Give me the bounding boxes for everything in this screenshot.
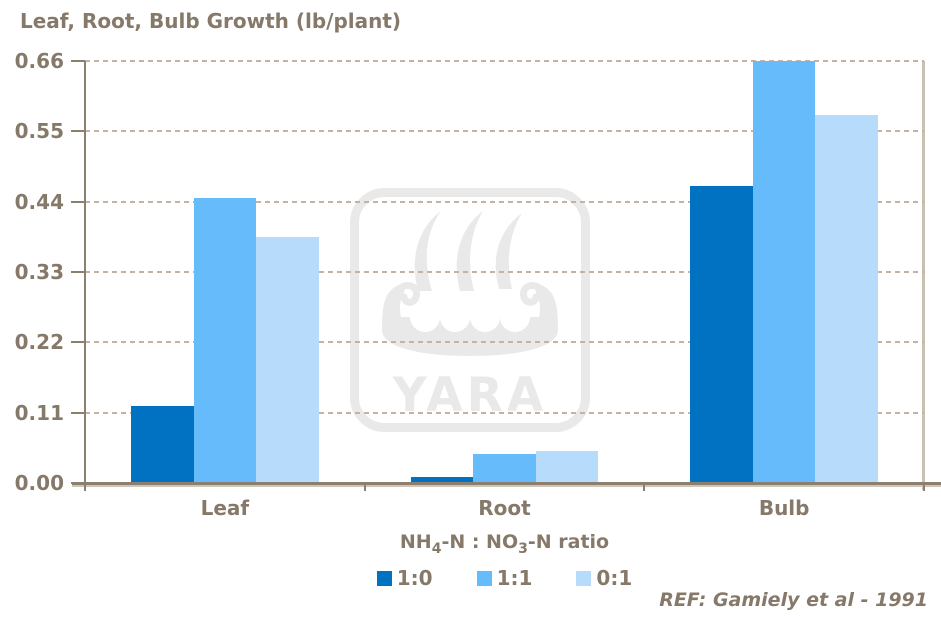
bar-leaf-0-1 <box>256 236 319 483</box>
bar-root-0-1 <box>535 451 599 483</box>
bar-bulb-1-1 <box>752 61 816 483</box>
y-tick-label: 0.55 <box>14 119 64 144</box>
y-tick-label: 0.22 <box>14 330 64 355</box>
bar-root-1-0 <box>410 476 474 483</box>
x-axis-tick <box>84 483 86 491</box>
x-category-label: Leaf <box>200 496 250 520</box>
reference-note: REF: Gamiely et al - 1991 <box>659 589 928 611</box>
y-axis-tick <box>71 130 85 133</box>
x-axis-title-text: -N ratio <box>527 531 610 553</box>
y-tick-label: 0.33 <box>14 260 64 284</box>
gridline <box>85 411 924 414</box>
x-axis-line <box>72 482 941 485</box>
x-axis-shadow-line <box>72 485 941 487</box>
x-category-label: Root <box>478 496 531 520</box>
bar-root-1-1 <box>473 454 536 483</box>
bar-bulb-1-0 <box>690 185 753 483</box>
legend-label: 0:1 <box>596 566 633 590</box>
y-tick-label: 0.00 <box>14 471 64 495</box>
x-axis-title-text: NH <box>399 531 432 553</box>
watermark-border <box>350 188 590 432</box>
legend-label: 1:1 <box>496 566 533 590</box>
x-axis-title: NH4-N : NO3-N ratio <box>85 531 924 557</box>
bar-leaf-1-1 <box>193 198 257 483</box>
y-axis-line <box>84 61 86 483</box>
yara-wordmark: YARA <box>392 368 547 423</box>
legend-label: 1:0 <box>396 566 433 590</box>
x-axis-tick <box>923 483 925 491</box>
subscript-3: 3 <box>518 541 528 557</box>
y-axis-tick <box>71 411 85 414</box>
y-tick-label: 0.11 <box>14 400 64 425</box>
sail-arcs-icon <box>414 211 522 291</box>
y-axis-tick <box>71 341 85 344</box>
y-axis-tick <box>71 200 85 203</box>
legend-item: 0:1 <box>576 566 632 590</box>
bar-bulb-0-1 <box>815 115 878 483</box>
legend: 1:0 1:1 0:1 <box>85 566 924 590</box>
legend-item: 1:1 <box>476 566 533 590</box>
legend-swatch <box>576 570 592 586</box>
x-axis-tick <box>363 483 366 491</box>
gridline <box>85 200 924 203</box>
plot-right-border <box>922 61 925 490</box>
x-category-label: Bulb <box>758 496 810 520</box>
subscript-4: 4 <box>431 541 442 557</box>
y-axis-tick <box>71 60 85 62</box>
viking-ship-icon <box>382 282 558 356</box>
y-axis-tick <box>71 271 85 273</box>
legend-swatch <box>376 570 392 586</box>
gridline <box>85 130 924 133</box>
legend-swatch <box>476 570 492 586</box>
chart-title: Leaf, Root, Bulb Growth (lb/plant) <box>20 9 402 33</box>
y-tick-label: 0.66 <box>14 49 64 73</box>
x-axis-tick <box>643 483 646 491</box>
bar-leaf-1-0 <box>131 406 194 483</box>
x-axis-title-text: -N : NO <box>441 531 519 553</box>
gridline <box>85 341 924 344</box>
y-tick-label: 0.44 <box>14 189 64 214</box>
legend-item: 1:0 <box>376 566 433 590</box>
gridline <box>85 60 924 62</box>
y-axis-tick <box>71 482 85 484</box>
yara-logo-watermark: YARA <box>350 188 590 432</box>
gridline <box>85 271 924 273</box>
